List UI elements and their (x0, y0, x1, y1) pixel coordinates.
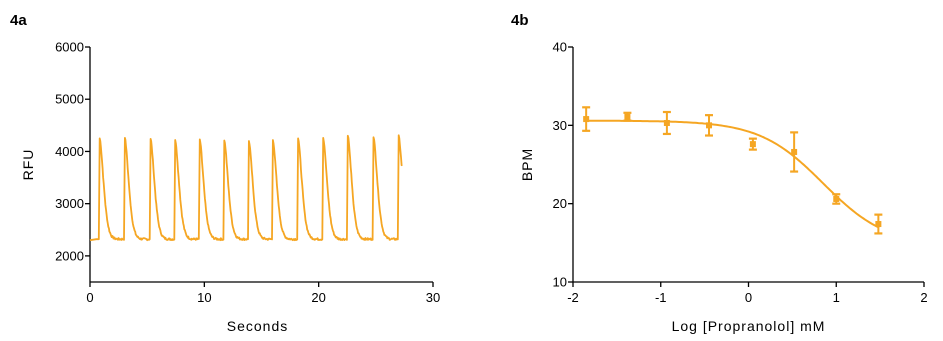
y-axis-label: RFU (20, 149, 36, 181)
panel-label-4b: 4b (511, 12, 529, 29)
y-tick-label: 20 (553, 196, 567, 211)
rfu-trace-line (89, 134, 403, 242)
chart-panel-4b: 4b 10 20 30 40 -2 -1 0 1 2 Log [Propranolol] mM BP… (470, 0, 943, 341)
y-tick-label: 40 (553, 40, 567, 55)
data-point (706, 122, 713, 129)
data-point (791, 148, 798, 155)
data-point (875, 221, 882, 228)
x-tick-label: 0 (86, 290, 93, 305)
y-tick-label: 10 (553, 275, 567, 290)
y-tick-label: 30 (553, 118, 567, 133)
x-tick-label: 1 (833, 290, 840, 305)
dose-response-chart: 10 20 30 40 -2 -1 0 1 2 Log [Propranolol] mM BPM (519, 40, 928, 335)
x-axis-label: Seconds (227, 318, 288, 334)
data-point (833, 195, 840, 202)
y-tick-label: 2000 (55, 248, 84, 263)
data-point (583, 116, 590, 123)
x-tick-label: 30 (426, 290, 440, 305)
y-tick-label: 3000 (55, 196, 84, 211)
y-tick-label: 4000 (55, 144, 84, 159)
panel-label-4a: 4a (10, 12, 27, 29)
y-tick-label: 6000 (55, 40, 84, 55)
x-tick-label: -1 (655, 290, 667, 305)
x-tick-label: 0 (745, 290, 752, 305)
x-tick-label: 2 (920, 290, 927, 305)
x-tick-label: -2 (567, 290, 579, 305)
x-tick-label: 10 (197, 290, 211, 305)
data-point (624, 113, 631, 120)
x-tick-label: 20 (311, 290, 325, 305)
y-axis-label: BPM (519, 148, 535, 181)
data-point (749, 141, 756, 148)
chart-panel-4a: 4a 2000 3000 4000 5000 6000 0 10 20 30 Seconds RFU (0, 0, 470, 341)
data-point (663, 119, 670, 126)
fit-curve (586, 119, 880, 229)
y-tick-label: 5000 (55, 92, 84, 107)
x-axis-label: Log [Propranolol] mM (672, 318, 826, 334)
rfu-trace-chart: 2000 3000 4000 5000 6000 0 10 20 30 Seconds RFU (20, 40, 440, 335)
